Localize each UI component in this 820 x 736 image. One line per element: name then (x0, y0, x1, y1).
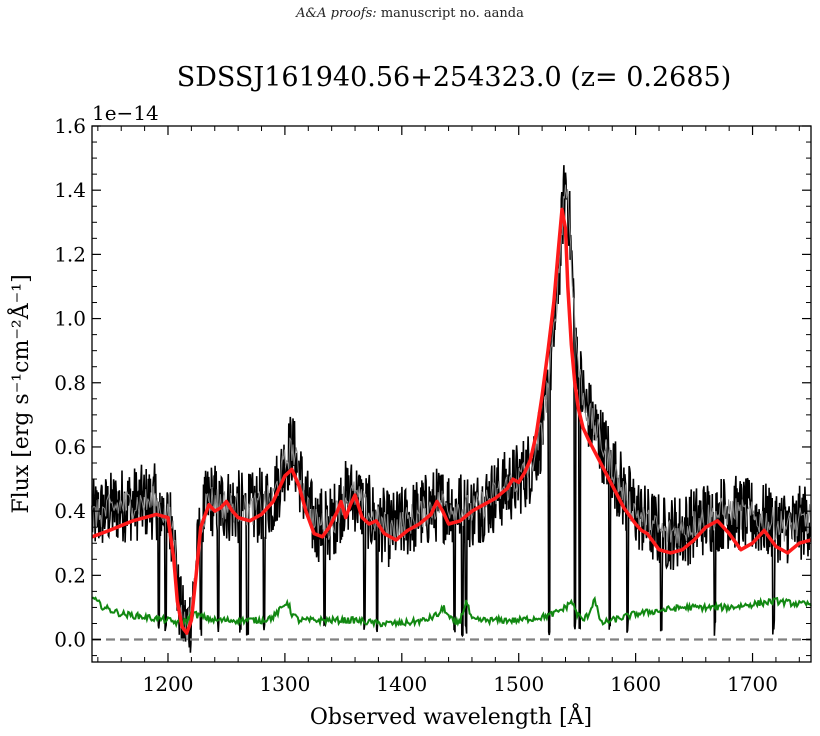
error-line (91, 595, 812, 629)
y-tick-label: 0.2 (54, 563, 86, 587)
x-tick-label: 1300 (259, 672, 310, 696)
page-header: A&A proofs: manuscript no. aanda (0, 6, 820, 21)
x-tick-label: 1500 (493, 672, 544, 696)
x-tick-label: 1600 (610, 672, 661, 696)
y-tick-label: 1.4 (54, 178, 86, 202)
plot-frame (91, 125, 812, 663)
model-line (91, 207, 812, 635)
y-offset-label: 1e−14 (92, 101, 159, 125)
y-tick-label: 0.6 (54, 435, 86, 459)
x-tick-label: 1700 (727, 672, 778, 696)
y-tick-label: 1.0 (54, 307, 86, 331)
x-tick-label: 1400 (376, 672, 427, 696)
journal-label: A&A proofs: (296, 6, 377, 21)
y-tick-label: 1.2 (54, 242, 86, 266)
chart-title: SDSSJ161940.56+254323.0 (z= 0.2685) (177, 62, 732, 93)
plot-layer (91, 165, 812, 653)
tick-layer: 1200 1300 1400 1500 1600 1700 0.0 0.2 0.4 0.6 0.8 1… (54, 114, 811, 696)
y-axis-label: Flux [erg s⁻¹cm⁻²Å⁻¹] (6, 274, 34, 513)
spectrum-line (91, 165, 812, 653)
spectrum-smoothed-line (91, 184, 812, 641)
y-tick-label: 1.6 (54, 114, 86, 138)
manuscript-label: manuscript no. aanda (380, 6, 524, 21)
x-tick-label: 1200 (143, 672, 194, 696)
y-tick-label: 0.8 (54, 371, 86, 395)
x-axis-label: Observed wavelength [Å] (310, 702, 592, 730)
y-tick-label: 0.0 (54, 628, 86, 652)
y-tick-label: 0.4 (54, 499, 86, 523)
